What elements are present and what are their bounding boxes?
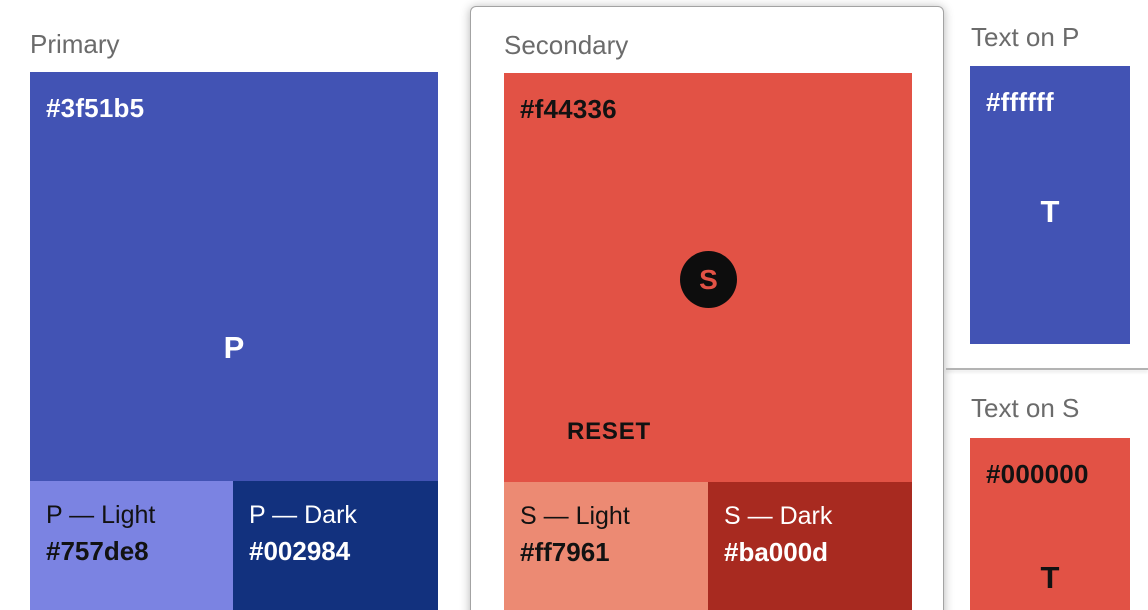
secondary-main-swatch: #f44336 S RESET bbox=[504, 73, 912, 482]
secondary-letter: S bbox=[699, 263, 718, 295]
secondary-light-swatch: S — Light #ff7961 bbox=[504, 482, 708, 610]
text-on-secondary-swatch: #000000 T bbox=[970, 438, 1130, 610]
primary-dark-hex: #002984 bbox=[249, 536, 351, 566]
secondary-section-label: Secondary bbox=[504, 30, 629, 60]
secondary-light-hex: #ff7961 bbox=[520, 537, 610, 567]
secondary-hex-value: #f44336 bbox=[520, 94, 617, 124]
text-on-secondary-hex: #000000 bbox=[986, 459, 1089, 489]
primary-light-hex: #757de8 bbox=[46, 536, 149, 566]
primary-section-label: Primary bbox=[30, 29, 120, 59]
primary-light-swatch: P — Light #757de8 bbox=[30, 481, 233, 610]
secondary-panel: Secondary #f44336 S RESET S — Light #ff7… bbox=[470, 6, 944, 610]
secondary-dark-hex: #ba000d bbox=[724, 537, 829, 567]
primary-light-label: P — Light bbox=[46, 501, 156, 529]
text-on-secondary-panel: Text on S #000000 T bbox=[946, 370, 1148, 610]
text-on-secondary-label: Text on S bbox=[971, 393, 1080, 423]
secondary-light-label: S — Light bbox=[520, 502, 630, 530]
text-on-primary-letter: T bbox=[1040, 194, 1060, 229]
secondary-dark-label: S — Dark bbox=[724, 502, 833, 530]
text-on-primary-label: Text on P bbox=[971, 22, 1080, 52]
primary-main-swatch: #3f51b5 P bbox=[30, 72, 438, 481]
primary-panel: Primary #3f51b5 P P — Light #757de8 P — … bbox=[0, 0, 455, 610]
primary-dark-label: P — Dark bbox=[249, 501, 357, 529]
text-on-primary-hex: #ffffff bbox=[986, 87, 1054, 117]
secondary-contrast-circle: S bbox=[680, 251, 737, 308]
primary-dark-swatch: P — Dark #002984 bbox=[233, 481, 438, 610]
secondary-dark-swatch: S — Dark #ba000d bbox=[708, 482, 912, 610]
text-on-primary-panel: Text on P #ffffff T bbox=[946, 0, 1148, 368]
primary-hex-value: #3f51b5 bbox=[46, 93, 145, 123]
text-on-primary-swatch: #ffffff T bbox=[970, 66, 1130, 344]
right-column-divider bbox=[946, 368, 1148, 370]
text-on-secondary-letter: T bbox=[1040, 560, 1060, 595]
primary-letter: P bbox=[223, 330, 245, 365]
reset-button[interactable]: RESET bbox=[542, 409, 676, 455]
